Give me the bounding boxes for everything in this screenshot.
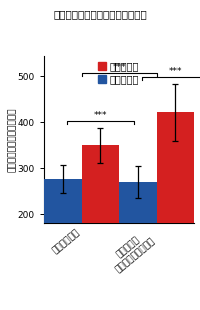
Y-axis label: キー押しの間隔（ミリ秒）: キー押しの間隔（ミリ秒） xyxy=(7,107,16,172)
Bar xyxy=(156,112,194,306)
Text: ***: *** xyxy=(112,63,126,72)
Bar xyxy=(119,182,156,306)
Bar xyxy=(44,179,82,306)
Bar xyxy=(82,145,119,306)
Text: 課題成績（フォローアップ実験）: 課題成績（フォローアップ実験） xyxy=(53,9,147,19)
Legend: チャンク間, チャンク内: チャンク間, チャンク内 xyxy=(94,57,143,88)
Text: ***: *** xyxy=(94,112,107,121)
Text: ***: *** xyxy=(168,68,182,77)
